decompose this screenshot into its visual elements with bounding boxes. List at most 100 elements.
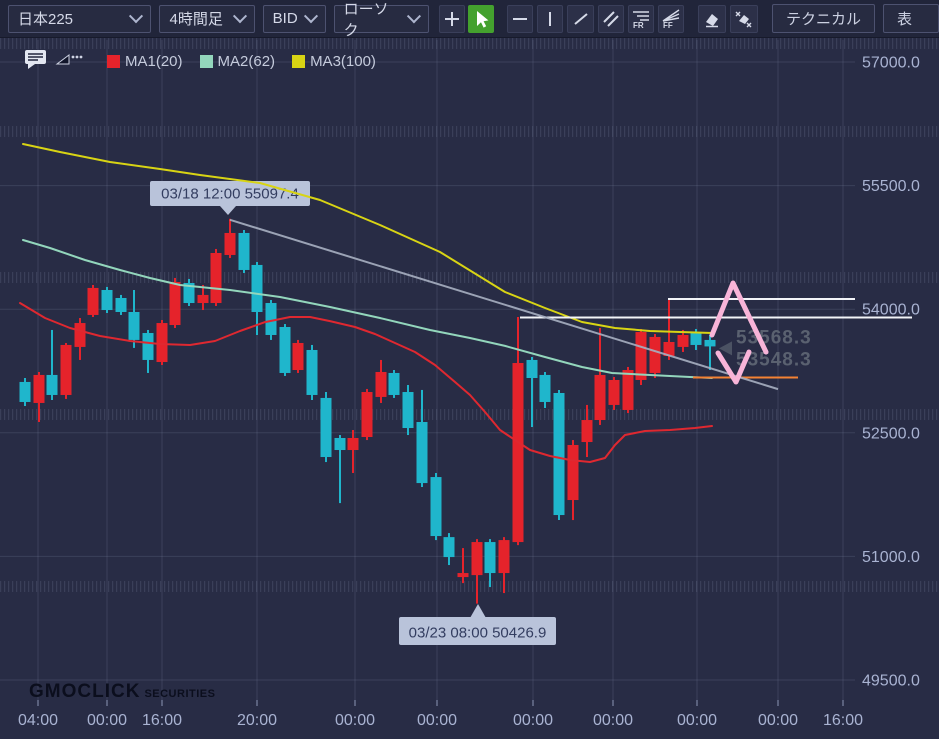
legend-item: MA3(100) (292, 53, 376, 70)
trend-line-icon (571, 9, 591, 29)
candle (608, 377, 620, 410)
svg-text:00:00: 00:00 (677, 712, 717, 729)
candle (581, 404, 593, 458)
svg-text:16:00: 16:00 (142, 712, 182, 729)
price-tooltip: 03/23 08:00 50426.9 (399, 604, 556, 645)
erase-all-tool-button[interactable] (730, 4, 758, 33)
candle (210, 248, 222, 306)
candle (375, 359, 387, 403)
trend-line[interactable] (229, 218, 779, 391)
freehand-drawing[interactable] (715, 349, 752, 385)
timeframe-select[interactable]: 4時間足 (159, 4, 255, 33)
collapse-panel-icon[interactable] (55, 51, 85, 72)
chart-type-select[interactable]: ローソク (333, 1, 429, 39)
display-button[interactable]: 表 (882, 4, 939, 33)
candle (292, 339, 304, 373)
fibonacci-fan-icon: FF (660, 8, 682, 30)
candle (471, 539, 483, 604)
candle (402, 385, 414, 436)
candle (663, 297, 675, 360)
legend-row: MA1(20) MA2(62) MA3(100) (24, 48, 393, 75)
price-tooltip: 03/18 12:00 55097.4 (150, 181, 310, 215)
candle (594, 327, 606, 425)
trendline-tool-button[interactable] (567, 4, 594, 33)
svg-text:00:00: 00:00 (758, 712, 798, 729)
price-axis: 57000.0 55500.0 54000.0 52500.0 51000.0 49500… (862, 55, 920, 690)
symbol-select-value: 日本225 (18, 11, 74, 28)
legend-label: MA3(100) (310, 52, 376, 70)
plus-icon (442, 9, 462, 29)
svg-text:20:00: 20:00 (237, 712, 277, 729)
fibonacci-fan-tool-button[interactable]: FF (657, 4, 685, 33)
candle (183, 278, 195, 306)
legend-item: MA1(20) (107, 53, 183, 70)
svg-text:55500.0: 55500.0 (862, 178, 920, 195)
parallel-lines-tool-button[interactable] (597, 4, 624, 33)
candle (539, 371, 551, 408)
candle (443, 533, 455, 566)
watermark-brand: GMOCLICK (29, 681, 141, 702)
technical-button[interactable]: テクニカル (771, 4, 875, 33)
price-side-select[interactable]: BID (262, 4, 326, 33)
candle (567, 440, 579, 521)
crosshair-tool-button[interactable] (438, 4, 465, 33)
watermark-suffix: SECURITIES (144, 688, 216, 700)
svg-text:00:00: 00:00 (335, 712, 375, 729)
eraser-tool-button[interactable] (698, 4, 727, 33)
candle (416, 389, 428, 488)
candle (635, 328, 647, 386)
parallel-lines-icon (601, 9, 621, 29)
legend-color-swatch (199, 54, 213, 68)
ma-line (22, 239, 713, 379)
svg-text:03/18 12:00 55097.4: 03/18 12:00 55097.4 (161, 186, 299, 203)
candle (388, 370, 400, 398)
chart-toolbar: 日本225 4時間足 BID ローソク FR FF (0, 0, 939, 39)
legend-label: MA2(62) (217, 52, 276, 70)
svg-text:03/23 08:00 50426.9: 03/23 08:00 50426.9 (409, 625, 547, 642)
chevron-down-icon (407, 8, 421, 23)
candle (498, 537, 510, 594)
candle (279, 324, 291, 376)
timeframe-select-value: 4時間足 (169, 11, 223, 28)
candle (361, 388, 373, 441)
ma-line (19, 302, 713, 463)
ma-legend: MA1(20) MA2(62) MA3(100) (107, 53, 393, 70)
svg-text:FR: FR (633, 21, 644, 30)
eraser-icon (702, 9, 722, 29)
user-drawings[interactable] (229, 218, 912, 391)
candle (553, 389, 565, 521)
vertical-line-icon (540, 9, 560, 29)
candle (457, 548, 469, 584)
freehand-drawing[interactable] (709, 280, 769, 355)
svg-text:00:00: 00:00 (417, 712, 457, 729)
svg-text:FF: FF (663, 21, 673, 30)
candle (649, 334, 661, 379)
hline-tool-button[interactable] (507, 4, 534, 33)
time-axis: 04:00 00:00 16:00 20:00 00:00 00:00 00:00 00:00… (18, 700, 863, 729)
legend-item: MA2(62) (199, 52, 276, 70)
candle (224, 218, 236, 259)
candle (60, 342, 72, 399)
candlestick-series (19, 218, 716, 604)
svg-text:04:00: 04:00 (18, 712, 58, 729)
svg-text:00:00: 00:00 (593, 712, 633, 729)
svg-text:53548.3: 53548.3 (736, 349, 812, 370)
candle (128, 289, 140, 348)
legend-color-swatch (292, 54, 306, 68)
chevron-down-icon (232, 8, 247, 23)
chevron-down-icon (129, 8, 144, 23)
fibonacci-retracement-tool-button[interactable]: FR (627, 4, 654, 33)
symbol-select[interactable]: 日本225 (8, 4, 152, 33)
price-side-select-value: BID (272, 10, 298, 27)
cursor-tool-button[interactable] (467, 4, 495, 33)
candle (526, 356, 538, 428)
comment-icon[interactable] (24, 48, 48, 75)
candle (33, 371, 45, 423)
svg-text:53568.3: 53568.3 (736, 327, 812, 348)
svg-text:00:00: 00:00 (513, 712, 553, 729)
vline-tool-button[interactable] (537, 4, 564, 33)
svg-text:00:00: 00:00 (87, 712, 127, 729)
horizontal-line-icon (510, 9, 530, 29)
